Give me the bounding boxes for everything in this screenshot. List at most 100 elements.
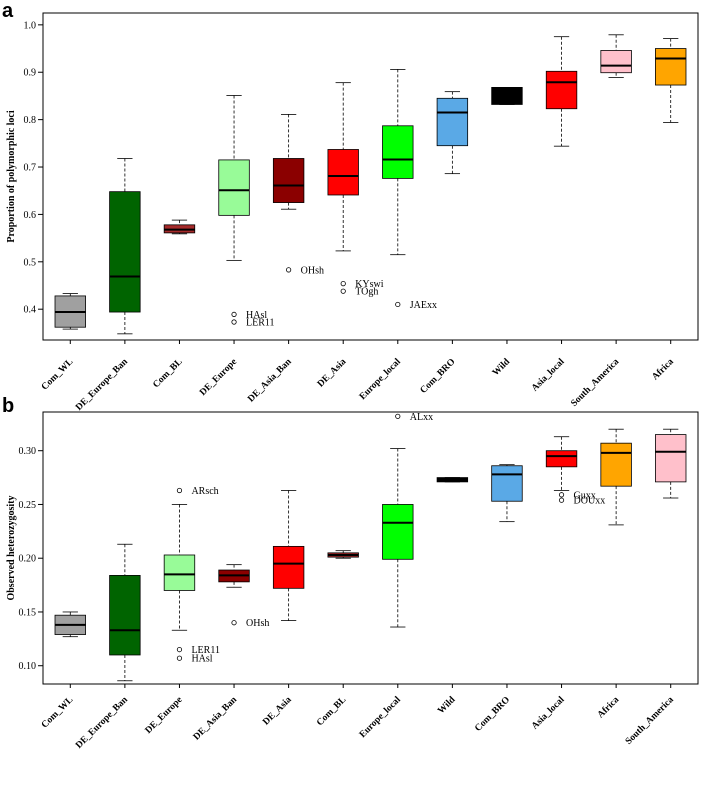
box-group-com-bl: Com_BL [315,550,359,728]
outlier-jaexx: JAExx [395,300,437,311]
outlier-label: HAsl [246,310,267,321]
box-de-europe-ban [109,191,141,313]
outlier-arsch: ARsch [176,486,219,497]
outlier-ler11: LER11 [176,645,220,656]
category-label-com-wl: Com_WL [40,357,75,392]
category-label-com-bro: Com_BRO [473,695,512,734]
chart-panel-b: 0.10 0.15 0.20 0.25 0.30 Observed heterozygos… [6,411,699,751]
outlier-label: JAExx [410,300,437,311]
box-africa [655,48,687,86]
category-label-de-europe: DE_Europe [198,357,239,398]
y-tick-label: 0.6 [24,210,37,221]
box-group-asia-local: Asia_local [530,436,578,732]
y-tick-label: 0.7 [24,163,37,174]
plot-frame-b [42,411,699,685]
outlier-ohsh: OHsh [286,265,324,276]
y-axis-title: Proportion of polymorphic loci [6,110,17,243]
box-group-wild: Wild [436,477,469,717]
outlier-point [176,487,183,494]
category-label-com-bl: Com_BL [315,695,348,728]
category-label-de-asia-ban: DE_Asia_Ban [192,695,240,743]
box-de-asia [272,545,305,589]
y-axis-title: Observed heterozygosity [6,495,17,600]
category-label-europe-local: Europe_local [358,695,403,740]
box-group-de-europe-ban: DE_Europe_Ban [74,543,141,751]
outlier-point [231,620,237,626]
category-label-africa: Africa [650,357,676,383]
outlier-alxx: ALxx [395,412,433,423]
category-label-south-america: South_America [569,357,621,409]
outlier-point [340,281,346,287]
box-group-europe-local: Europe_local [358,448,414,740]
box-de-asia [327,149,359,196]
outlier-label: OHsh [301,265,324,276]
box-group-africa: Africa [596,428,632,721]
box-group-south-america: South_America [569,34,632,409]
box-group-de-europe-ban: DE_Europe_Ban [74,158,141,413]
box-group-de-europe: DE_Europe [144,504,196,736]
y-tick-label: 0.10 [19,661,37,672]
outlier-label: LER11 [246,317,275,328]
category-label-com-bro: Com_BRO [419,357,458,396]
outlier-point [286,267,292,273]
box-group-wild: Wild [491,87,523,378]
outlier-guxx: Guxx [558,490,596,501]
box-group-de-europe: DE_Europe [198,95,250,398]
y-tick-label: 0.30 [19,446,37,457]
box-group-de-asia: DE_Asia [261,490,305,728]
outlier-label: ALxx [410,412,433,423]
outlier-point [558,497,565,503]
outlier-label: DOUxx [574,496,606,507]
category-label-de-asia-ban: DE_Asia_Ban [246,357,294,405]
box-south-america [655,434,687,483]
box-de-europe [218,159,250,216]
box-group-de-asia: DE_Asia [316,82,359,390]
category-label-de-europe: DE_Europe [144,695,185,736]
outlier-douxx: DOUxx [558,496,606,507]
category-label-de-europe-ban: DE_Europe_Ban [74,695,130,751]
outlier-point [558,492,565,498]
y-tick-label: 0.25 [19,500,37,511]
box-group-south-america: South_America [624,428,687,747]
y-tick-label: 0.15 [19,607,37,618]
category-label-de-europe-ban: DE_Europe_Ban [74,357,130,413]
outlier-hasl: HAsl [231,310,267,321]
category-label-africa: Africa [596,695,622,721]
outlier-point [231,319,237,325]
box-europe-local [382,125,414,179]
category-label-wild: Wild [436,695,458,717]
outlier-ler11: LER11 [231,317,275,328]
plot-frame-a [42,12,699,341]
y-tick-label: 1.0 [24,20,37,31]
box-group-com-bro: Com_BRO [419,91,469,396]
category-label-asia-local: Asia_local [530,357,567,394]
outlier-label: HAsl [191,654,212,665]
box-asia-local [545,70,578,110]
outlier-label: ARsch [191,486,218,497]
y-tick-label: 0.5 [24,257,37,268]
box-group-com-wl: Com_WL [40,611,86,730]
outlier-hasl: HAsl [176,654,213,665]
box-de-europe [163,554,196,591]
outlier-point [395,301,401,308]
outlier-togh: TOgh [340,287,378,298]
outlier-point [395,413,401,419]
outlier-label: KYswi [355,279,384,290]
category-label-com-bl: Com_BL [151,357,184,390]
box-europe-local [382,504,414,560]
outlier-label: OHsh [246,618,269,629]
category-label-asia-local: Asia_local [530,695,567,732]
outlier-kyswi: KYswi [340,279,384,290]
box-group-de-asia-ban: DE_Asia_Ban [246,114,305,405]
outlier-label: TOgh [355,287,378,298]
outlier-point [176,655,183,661]
box-group-africa: Africa [650,38,687,383]
box-africa [600,442,632,487]
box-com-bro [491,465,523,502]
box-south-america [600,50,632,74]
box-group-europe-local: Europe_local [358,68,414,402]
box-group-com-wl: Com_WL [40,293,86,392]
box-asia-local [545,450,578,468]
outlier-point [340,288,346,294]
